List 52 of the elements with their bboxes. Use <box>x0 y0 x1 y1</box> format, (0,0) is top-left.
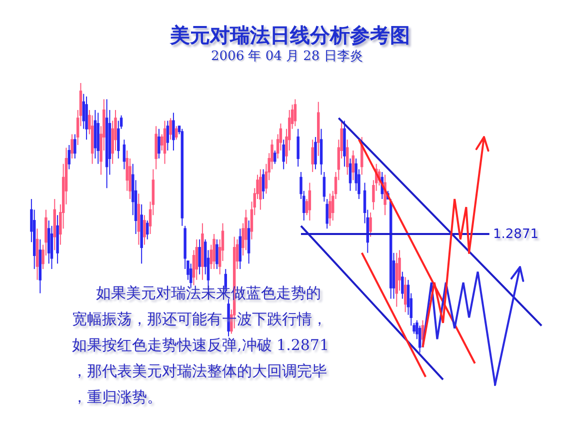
candlestick <box>143 214 146 246</box>
candlestick <box>259 168 262 210</box>
candlestick <box>282 139 285 170</box>
candlestick <box>311 139 314 173</box>
chart-title: 美元对瑞法日线分析参考图 <box>169 23 410 47</box>
candlestick <box>212 234 216 270</box>
candlestick <box>247 220 250 264</box>
candlestick <box>105 98 108 189</box>
candlestick <box>96 112 100 164</box>
chart-subtitle: 2006 年 04 月 28 日李炎 <box>211 49 363 64</box>
candlestick <box>308 182 312 222</box>
candlestick <box>343 120 346 168</box>
candlestick <box>68 144 70 170</box>
candlestick <box>175 126 178 140</box>
candlestick <box>122 139 126 170</box>
candlestick <box>137 193 140 246</box>
candlestick <box>158 128 160 160</box>
candlestick <box>56 214 59 264</box>
candlestick <box>201 222 204 280</box>
candlestick <box>317 101 320 156</box>
candlestick <box>36 228 39 280</box>
candlestick <box>348 158 352 192</box>
candlestick <box>352 150 355 181</box>
candlestick <box>70 134 74 160</box>
candlestick <box>146 220 149 240</box>
candlestick <box>401 271 404 300</box>
candlestick <box>274 150 276 164</box>
candlestick <box>53 198 56 251</box>
candlestick <box>238 228 242 270</box>
candlestick <box>216 238 218 270</box>
candlestick <box>328 193 332 226</box>
candlestick <box>404 276 407 313</box>
candlestick <box>314 136 317 170</box>
candlestick <box>74 134 76 160</box>
candlestick <box>346 139 349 176</box>
candlestick <box>172 112 175 151</box>
candlestick <box>166 120 170 151</box>
candlestick <box>296 128 300 168</box>
candlestick <box>163 120 166 164</box>
candlestick <box>369 212 372 238</box>
candlestick <box>262 168 265 200</box>
candlestick <box>38 238 42 294</box>
candlestick <box>395 252 398 308</box>
candlestick <box>140 204 143 264</box>
candlestick <box>198 238 201 275</box>
candlestick <box>294 98 297 127</box>
candlestick <box>180 128 184 226</box>
candlestick <box>85 96 88 140</box>
candlestick <box>154 126 158 170</box>
candlestick <box>326 198 328 230</box>
candlestick <box>169 118 172 140</box>
series-label: 1.2871 <box>493 227 538 242</box>
